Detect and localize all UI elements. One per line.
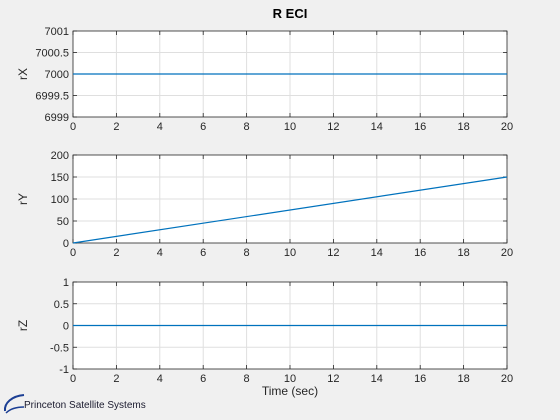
y-tick-label: 7000.5: [35, 48, 69, 60]
x-tick-label: 8: [244, 121, 250, 133]
y-tick-label: -1: [59, 364, 69, 376]
y-tick-label: 100: [51, 194, 69, 206]
x-tick-label: 6: [200, 247, 206, 259]
y-tick-label: 50: [57, 216, 69, 228]
x-tick-label: 20: [501, 247, 513, 259]
x-tick-label: 2: [113, 247, 119, 259]
x-tick-label: 14: [371, 247, 383, 259]
subplot-1: 0 2 4 6 8 10 12 14 16 18 20 6999 6999.5 7000 7000.5 700…: [16, 26, 513, 133]
figure-title: R ECI: [273, 6, 308, 21]
x-tick-label: 20: [501, 121, 513, 133]
y-axis-label: rY: [16, 193, 30, 205]
x-tick-label: 16: [414, 247, 426, 259]
y-tick-label: 7000: [45, 69, 69, 81]
y-tick-label: 1: [63, 277, 69, 289]
x-tick-label: 2: [113, 121, 119, 133]
orbit-swoosh-icon: [2, 391, 26, 417]
y-tick-label: 0: [63, 238, 69, 250]
x-tick-label: 0: [70, 247, 76, 259]
y-tick-label: 7001: [45, 26, 69, 38]
y-tick-label: 6999: [45, 112, 69, 124]
x-tick-label: 6: [200, 121, 206, 133]
plots-container: 0 2 4 6 8 10 12 14 16 18 2069996999.570007000.5700…: [16, 26, 513, 398]
y-tick-label: 0.5: [54, 299, 69, 311]
y-tick-label: 200: [51, 150, 69, 162]
x-tick-label: 0: [70, 121, 76, 133]
x-tick-label: 14: [371, 121, 383, 133]
x-tick-label: 2: [113, 373, 119, 385]
x-tick-label: 14: [371, 373, 383, 385]
x-tick-label: 12: [327, 373, 339, 385]
x-tick-label: 4: [157, 373, 163, 385]
x-tick-label: 0: [70, 373, 76, 385]
x-tick-label: 16: [414, 373, 426, 385]
x-tick-label: 10: [284, 247, 296, 259]
x-tick-label: 6: [200, 373, 206, 385]
y-tick-label: 0: [63, 321, 69, 333]
x-axis-label: Time (sec): [262, 384, 318, 398]
x-tick-label: 12: [327, 247, 339, 259]
x-tick-label: 8: [244, 373, 250, 385]
x-tick-label: 20: [501, 373, 513, 385]
y-tick-label: -0.5: [50, 342, 69, 354]
logo-text: Princeton Satellite Systems: [24, 400, 146, 411]
y-axis-label: rX: [16, 68, 30, 80]
x-tick-label: 18: [457, 247, 469, 259]
x-tick-label: 16: [414, 121, 426, 133]
x-tick-label: 12: [327, 121, 339, 133]
x-tick-label: 10: [284, 121, 296, 133]
x-tick-label: 18: [457, 373, 469, 385]
x-tick-label: 4: [157, 247, 163, 259]
y-axis-label: rZ: [16, 320, 30, 331]
y-tick-label: 150: [51, 172, 69, 184]
x-tick-label: 18: [457, 121, 469, 133]
x-tick-label: 4: [157, 121, 163, 133]
logo: Princeton Satellite Systems: [2, 391, 152, 417]
y-tick-label: 6999.5: [35, 91, 69, 103]
x-tick-label: 8: [244, 247, 250, 259]
